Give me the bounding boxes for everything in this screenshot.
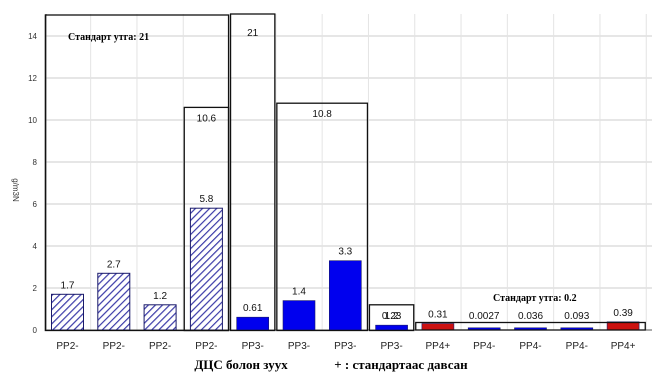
category-label: PP4-: [566, 341, 588, 352]
bar: [236, 316, 269, 331]
category-label: PP2-: [149, 341, 171, 352]
category-label: PP3-: [334, 341, 356, 352]
data-label: 0.61: [243, 303, 263, 314]
standard-box: [229, 13, 276, 332]
y-tick-label: 0: [33, 326, 38, 335]
caption-left: ДЦС болон зуух: [194, 357, 288, 372]
standard-box: [368, 304, 415, 332]
bar: [189, 207, 223, 331]
data-label: 2.7: [107, 259, 121, 270]
category-label: PP4-: [473, 341, 495, 352]
data-label: 3.3: [338, 247, 352, 258]
data-label: 0.036: [518, 311, 543, 322]
category-label: PP4+: [426, 341, 451, 352]
data-label: 1.7: [61, 280, 75, 291]
bar: [421, 323, 455, 331]
data-label: 0.39: [613, 308, 633, 319]
y-tick-label: 8: [33, 158, 38, 167]
category-label: PP2-: [195, 341, 217, 352]
y-tick-label: 12: [28, 74, 37, 83]
data-labels: 10.6 21 10.8 1.2 1.7 2.7 1.2 5.8 0.61 1.4 3.3 0.23 0…: [61, 28, 634, 322]
y-tick-label: 14: [28, 32, 37, 41]
category-label: PP4+: [611, 341, 636, 352]
standard-box: [183, 106, 230, 332]
data-label: 1.2: [153, 291, 167, 302]
bar: [97, 272, 131, 331]
annotation-standard-21: Стандарт утга: 21: [68, 32, 149, 43]
data-label: 0.093: [564, 311, 589, 322]
category-label: PP2-: [103, 341, 125, 352]
y-axis-label: g/m3N: [11, 178, 20, 202]
data-label: 1.4: [292, 287, 306, 298]
data-label: 0.0027: [469, 311, 500, 322]
category-labels: PP2- PP2- PP2- PP2- PP3- PP3- PP3- PP3- PP4+ PP4-…: [56, 341, 635, 352]
y-tick-label: 6: [33, 200, 38, 209]
bars: [51, 207, 640, 331]
category-label: PP2-: [56, 341, 78, 352]
category-label: PP4-: [519, 341, 541, 352]
data-label: 0.31: [428, 309, 448, 320]
standard-box: [276, 102, 369, 332]
bar: [143, 304, 177, 331]
caption: ДЦС болон зуух + : стандартаас давсан: [0, 357, 662, 373]
y-tick-label: 2: [33, 284, 38, 293]
category-label: PP3-: [288, 341, 310, 352]
category-label: PP3-: [380, 341, 402, 352]
y-tick-label: 10: [28, 116, 37, 125]
standard-label: 1.2: [385, 311, 399, 322]
bar: [282, 300, 316, 331]
category-label: PP3-: [242, 341, 264, 352]
caption-right: + : стандартаас давсан: [334, 357, 468, 372]
standard-boxes: [44, 13, 646, 332]
annotation-standard-02: Стандарт утга: 0.2: [493, 293, 577, 304]
bar: [328, 260, 362, 331]
data-label: 0.23: [382, 311, 402, 322]
standard-label: 10.8: [312, 109, 332, 120]
gridlines: [46, 14, 652, 331]
bar: [375, 324, 408, 331]
standard-label: 10.6: [197, 113, 217, 124]
bar: [51, 293, 84, 331]
standard-box: [415, 321, 646, 331]
standard-label: 21: [247, 28, 259, 39]
data-label: 5.8: [199, 194, 213, 205]
y-tick-label: 4: [33, 242, 38, 251]
